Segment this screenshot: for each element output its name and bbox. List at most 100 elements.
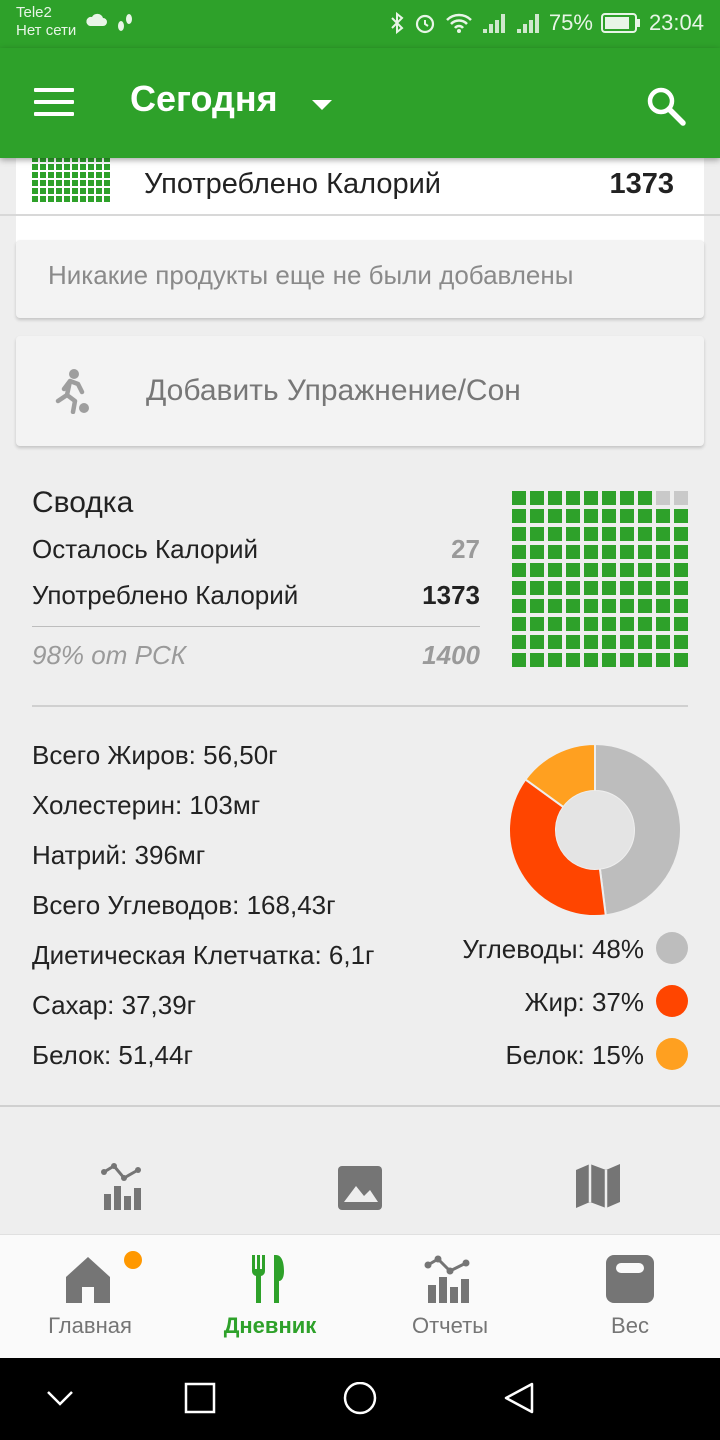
waffle-cell: [674, 545, 688, 559]
waffle-cell: [40, 180, 46, 186]
legend-swatch: [656, 932, 688, 964]
waffle-cell: [584, 563, 598, 577]
chart-icon: [424, 1255, 470, 1303]
system-navigation-bar: [0, 1358, 720, 1440]
waffle-cell: [638, 581, 652, 595]
waffle-cell: [530, 491, 544, 505]
waffle-cell: [584, 581, 598, 595]
app-bar: Сегодня: [0, 48, 720, 158]
waffle-cell: [566, 527, 580, 541]
nav-reports[interactable]: Отчеты: [360, 1235, 540, 1359]
waffle-cell: [512, 509, 526, 523]
waffle-cell: [530, 581, 544, 595]
nutrient-item: Сахар: 37,39г: [32, 990, 197, 1020]
waffle-cell: [566, 581, 580, 595]
home-icon: [66, 1257, 110, 1303]
waffle-cell: [656, 617, 670, 631]
bluetooth-icon: [391, 11, 404, 35]
waffle-cell: [56, 164, 62, 170]
waffle-cell: [656, 635, 670, 649]
waffle-cell: [584, 653, 598, 667]
collapse-chevron-icon[interactable]: [44, 1382, 76, 1414]
waffle-cell: [512, 563, 526, 577]
waffle-cell: [48, 164, 54, 170]
legend-label: Углеводы: 48%: [462, 934, 644, 964]
menu-button[interactable]: [34, 88, 74, 118]
waffle-cell: [638, 653, 652, 667]
consumed-calories-value: 1373: [422, 580, 480, 610]
waffle-cell: [548, 491, 562, 505]
waffle-cell: [80, 188, 86, 194]
waffle-cell: [656, 545, 670, 559]
waffle-cell: [566, 635, 580, 649]
waffle-cell: [602, 653, 616, 667]
waffle-cell: [48, 188, 54, 194]
waffle-cell: [96, 172, 102, 178]
waffle-cell: [64, 188, 70, 194]
waffle-cell: [104, 180, 110, 186]
waffle-cell: [512, 599, 526, 613]
hamburger-line: [34, 112, 74, 116]
wifi-icon: [446, 13, 472, 33]
nav-diary[interactable]: Дневник: [180, 1235, 360, 1359]
waffle-cell: [566, 491, 580, 505]
add-exercise-button[interactable]: Добавить Упражнение/Сон: [16, 336, 704, 446]
divider: [0, 214, 720, 216]
add-exercise-label: Добавить Упражнение/Сон: [146, 374, 521, 407]
nutrient-item: Холестерин: 103мг: [32, 790, 261, 820]
back-triangle-icon[interactable]: [502, 1382, 536, 1416]
home-circle-icon[interactable]: [342, 1382, 378, 1418]
waffle-cell: [512, 545, 526, 559]
waffle-cell: [32, 156, 38, 162]
donut-hole: [556, 791, 634, 869]
section-divider: [32, 705, 688, 707]
waffle-cell: [72, 164, 78, 170]
waffle-cell: [620, 617, 634, 631]
signal-icon: [482, 14, 505, 33]
waffle-cell: [56, 180, 62, 186]
summary-title: Сводка: [32, 486, 134, 519]
carrier-info: Tele2 Нет сети: [16, 4, 76, 40]
waffle-cell: [88, 156, 94, 162]
waffle-cell: [64, 180, 70, 186]
waffle-cell: [32, 172, 38, 178]
waffle-cell: [64, 196, 70, 202]
waffle-cell: [104, 156, 110, 162]
waffle-cell: [584, 491, 598, 505]
waffle-cell: [638, 599, 652, 613]
waffle-cell: [104, 172, 110, 178]
nutrient-item: Всего Углеводов: 168,43г: [32, 890, 336, 920]
waffle-cell: [674, 617, 688, 631]
waffle-cell: [566, 509, 580, 523]
waffle-cell: [80, 196, 86, 202]
waffle-cell: [638, 527, 652, 541]
legend-item: Углеводы: 48%: [388, 932, 688, 985]
waffle-cell: [530, 599, 544, 613]
waffle-cell: [602, 491, 616, 505]
nav-weight[interactable]: Вес: [540, 1235, 720, 1359]
nutrient-item: Всего Жиров: 56,50г: [32, 740, 278, 770]
waffle-cell: [96, 196, 102, 202]
nutrient-item: Диетическая Клетчатка: 6,1г: [32, 940, 375, 970]
map-icon[interactable]: [574, 1160, 622, 1212]
waffle-cell: [512, 491, 526, 505]
steps-icon: [118, 14, 132, 31]
waffle-cell: [656, 509, 670, 523]
waffle-cell: [602, 635, 616, 649]
search-icon[interactable]: [644, 84, 688, 128]
page-title[interactable]: Сегодня: [130, 78, 278, 119]
remaining-calories-label: Осталось Калорий: [32, 534, 259, 564]
waffle-cell: [80, 180, 86, 186]
empty-foods-card[interactable]: Никакие продукты еще не были добавлены: [16, 240, 704, 318]
waffle-cell: [566, 653, 580, 667]
image-icon[interactable]: [336, 1160, 384, 1212]
legend-label: Жир: 37%: [524, 987, 644, 1017]
legend-swatch: [656, 1038, 688, 1070]
network-status: Нет сети: [16, 22, 77, 39]
legend-item: Жир: 37%: [388, 985, 688, 1038]
nav-home[interactable]: Главная: [0, 1235, 180, 1359]
recents-square-icon[interactable]: [184, 1382, 216, 1414]
waffle-cell: [656, 491, 670, 505]
chart-icon[interactable]: [100, 1160, 148, 1212]
dropdown-caret-icon[interactable]: [312, 100, 332, 110]
